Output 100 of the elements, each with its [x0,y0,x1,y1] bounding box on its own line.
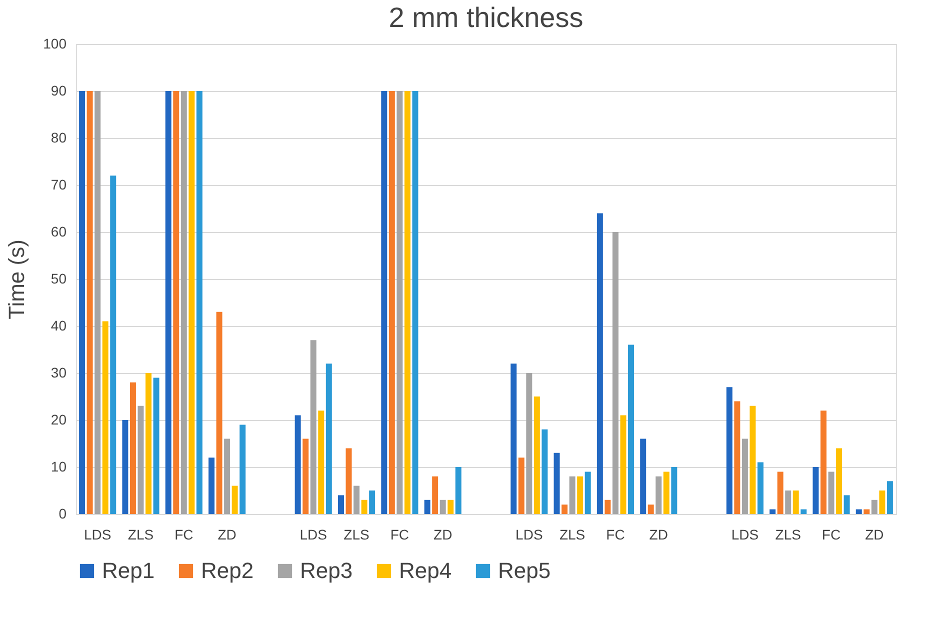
bar [396,91,403,514]
y-tick-label: 50 [50,270,67,286]
x-tick-label: ZD [865,526,884,542]
bar [310,340,316,514]
bar [318,410,324,514]
x-tick-label: FC [822,526,841,542]
bar [554,452,560,514]
bar [518,458,524,514]
bar [165,91,172,514]
bar [800,509,807,514]
chart-title: 2 mm thickness [388,2,584,33]
bar [871,500,878,514]
x-tick-label: LDS [84,526,112,542]
legend-label: Rep4 [399,558,452,583]
bar [812,467,819,514]
x-tick-label: ZD [218,526,236,542]
bar [224,438,230,514]
bar [338,495,344,514]
bar [240,424,246,514]
bar [734,401,740,514]
x-tick-label: ZLS [559,526,586,542]
bar [844,495,850,514]
y-tick-label: 70 [50,176,67,192]
bar [122,420,128,514]
x-tick-label: FC [174,526,194,542]
y-tick-label: 10 [50,458,67,474]
bar [432,476,438,514]
bar [886,481,893,514]
bar [864,509,870,514]
bar [569,476,576,514]
bar [138,406,144,514]
bar [440,500,446,514]
bar [354,486,360,514]
y-tick-label: 20 [50,412,67,428]
bar [94,91,101,514]
bar [79,91,86,514]
bar [110,176,116,514]
bar [302,438,309,514]
x-tick-label: FC [606,526,625,542]
bar [180,91,187,514]
bar [388,91,395,514]
legend-label: Rep5 [498,558,551,583]
bar [726,387,732,514]
bar [294,415,301,514]
x-tick-label: LDS [516,526,543,542]
bar [404,91,410,514]
y-tick-label: 90 [50,82,67,98]
bar [785,490,792,514]
bar [196,91,202,514]
y-tick-label: 100 [43,36,67,52]
bar [448,500,454,514]
y-tick-label: 40 [50,318,67,334]
x-tick-label: LDS [731,526,759,542]
bar [750,406,756,514]
bar [879,490,886,514]
bar [146,373,152,514]
bar [216,312,222,514]
bar [856,509,862,514]
bar [584,472,591,514]
bar [526,373,532,514]
y-tick-label: 0 [58,506,67,522]
legend-label: Rep1 [102,558,155,583]
bar [612,232,618,514]
bar [562,504,568,514]
bar [596,213,603,514]
x-tick-label: ZLS [775,526,801,542]
bar [820,410,826,514]
y-tick-label: 60 [50,224,67,240]
bar [671,467,678,514]
bar [648,504,654,514]
bar [640,438,646,514]
bar [770,509,776,514]
bar [792,490,799,514]
bar [742,438,748,514]
bar [455,467,462,514]
bar [381,91,388,514]
x-tick-label: LDS [300,526,327,542]
bar [326,364,332,514]
bar [542,429,548,514]
bar [130,382,136,514]
bar [424,500,430,514]
bar [102,321,108,514]
legend-label: Rep3 [300,558,353,583]
bar [828,472,834,514]
bar [620,415,626,514]
x-tick-label: ZLS [128,526,154,542]
bar [208,458,215,514]
x-tick-label: ZD [434,526,452,542]
bar [757,462,764,514]
bar [836,448,842,514]
bar [604,500,611,514]
bar [232,486,238,514]
bar [656,476,662,514]
bar [777,472,784,514]
x-tick-label: FC [390,526,410,542]
x-tick-label: ZD [649,526,668,542]
bar [369,490,376,514]
y-tick-label: 80 [50,130,67,146]
bar [628,344,634,514]
bar [510,364,517,514]
